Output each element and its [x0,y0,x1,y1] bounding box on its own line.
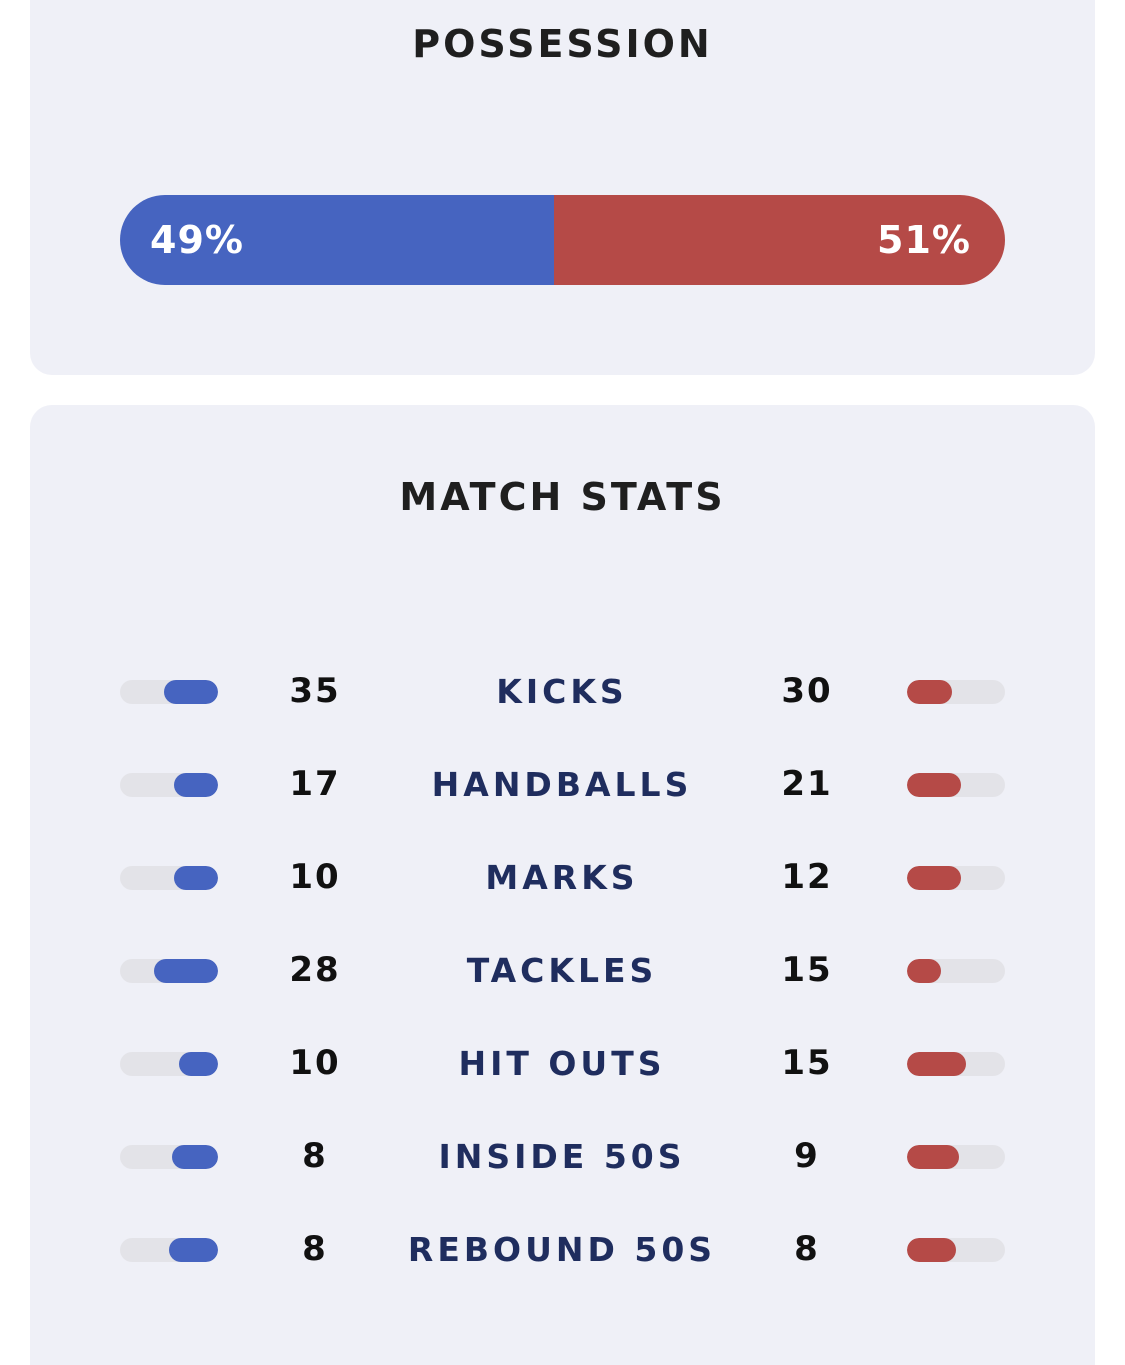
home-stat-bar-fill [154,959,218,983]
away-stat-bar [907,1238,1005,1262]
away-stat-bar [907,773,1005,797]
possession-home-percent: 49% [150,218,244,262]
away-stat-bar-fill [907,1145,959,1169]
home-stat-value: 35 [289,671,341,711]
home-stat-bar [120,1052,218,1076]
possession-away-percent: 51% [877,218,971,262]
stat-label: MARKS [485,858,639,897]
away-stat-value: 8 [794,1229,820,1269]
possession-title: POSSESSION [412,22,713,66]
away-stat-value: 15 [781,1043,833,1083]
home-stat-value: 8 [302,1136,328,1176]
home-stat-bar-fill [173,866,218,890]
match-stats-title: MATCH STATS [399,475,726,519]
stat-row: 28 TACKLES 15 [30,924,1095,1017]
home-stat-bar [120,866,218,890]
away-stat-bar-fill [907,959,942,983]
home-stat-bar [120,773,218,797]
home-stat-value: 10 [289,1043,341,1083]
possession-bar: 49% 51% [120,195,1005,285]
stat-row: 10 MARKS 12 [30,831,1095,924]
stat-row: 8 INSIDE 50S 9 [30,1110,1095,1203]
possession-card: POSSESSION 49% 51% [30,0,1095,375]
stat-row: 35 KICKS 30 [30,645,1095,738]
stat-label: REBOUND 50S [407,1230,717,1269]
home-stat-bar-fill [169,1238,218,1262]
home-stat-bar-fill [178,1052,218,1076]
home-stat-bar-fill [164,680,218,704]
home-stat-bar [120,959,218,983]
stat-label: KICKS [496,672,628,711]
away-stat-value: 30 [781,671,833,711]
stat-label: INSIDE 50S [438,1137,686,1176]
stat-label: HANDBALLS [431,765,693,804]
home-stat-bar-fill [173,773,218,797]
away-stat-bar-fill [907,1238,956,1262]
away-stat-value: 15 [781,950,833,990]
away-stat-bar-fill [907,866,961,890]
match-stats-card: MATCH STATS 35 KICKS 30 17 HANDBALLS 21 10 MARK… [30,405,1095,1365]
stat-label: HIT OUTS [458,1044,666,1083]
away-stat-bar-fill [907,1052,966,1076]
away-stat-bar-fill [907,773,961,797]
home-stat-bar [120,680,218,704]
stat-row: 10 HIT OUTS 15 [30,1017,1095,1110]
home-stat-bar-fill [171,1145,218,1169]
home-stat-bar [120,1238,218,1262]
possession-home-segment: 49% [120,195,554,285]
stat-row: 8 REBOUND 50S 8 [30,1203,1095,1296]
home-stat-bar [120,1145,218,1169]
home-stat-value: 8 [302,1229,328,1269]
home-stat-value: 28 [289,950,341,990]
home-stat-value: 17 [289,764,341,804]
away-stat-bar-fill [907,680,953,704]
match-stats-list: 35 KICKS 30 17 HANDBALLS 21 10 MARKS 12 28 TACKLES… [30,645,1095,1296]
away-stat-value: 9 [794,1136,820,1176]
away-stat-bar [907,1052,1005,1076]
home-stat-value: 10 [289,857,341,897]
away-stat-bar [907,680,1005,704]
possession-away-segment: 51% [553,195,1005,285]
stat-row: 17 HANDBALLS 21 [30,738,1095,831]
away-stat-value: 12 [781,857,833,897]
stat-label: TACKLES [466,951,658,990]
away-stat-value: 21 [781,764,833,804]
away-stat-bar [907,959,1005,983]
away-stat-bar [907,1145,1005,1169]
away-stat-bar [907,866,1005,890]
